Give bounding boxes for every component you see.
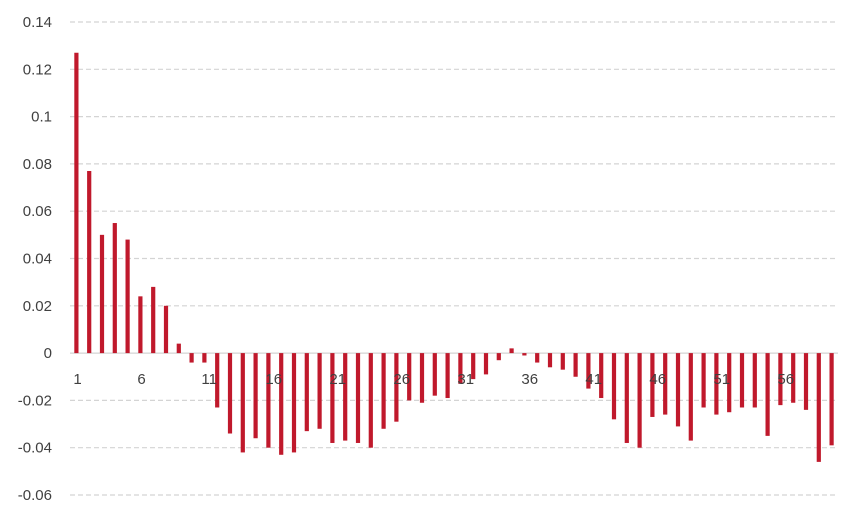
bar-20 [317,353,322,429]
bar-4 [112,223,117,354]
bar-27 [407,353,412,401]
bar-17 [279,353,284,455]
bar-42 [599,353,604,399]
x-tick-label: 21 [329,371,346,388]
bar-24 [368,353,373,448]
bar-60 [829,353,834,446]
y-tick-label: -0.02 [18,392,52,409]
bar-58 [803,353,809,410]
y-tick-label: 0.06 [23,203,52,220]
bar-32 [471,353,476,380]
bar-21 [330,353,335,443]
y-tick-label: 0 [44,345,52,362]
bar-48 [675,353,681,427]
bar-6 [138,296,143,354]
bar-56 [778,353,783,406]
bar-15 [253,353,258,439]
bar-57 [791,353,796,403]
x-tick-label: 51 [713,371,730,388]
bar-22 [343,353,348,441]
y-tick-label: -0.04 [18,440,52,457]
bar-39 [560,353,565,370]
y-tick-label: -0.06 [18,487,52,504]
y-tick-label: 0.08 [23,156,52,173]
bar-11 [202,353,207,363]
x-tick-label: 56 [777,371,794,388]
x-tick-label: 26 [393,371,410,388]
bar-43 [611,353,617,420]
bar-9 [176,343,181,354]
bar-54 [752,353,757,408]
bar-37 [535,353,540,363]
x-tick-label: 46 [649,371,666,388]
bar-40 [573,353,578,377]
bar-38 [547,353,553,368]
bar-16 [266,353,271,448]
x-tick-label: 16 [265,371,282,388]
bar-26 [394,353,399,422]
bar-30 [445,353,450,399]
bar-23 [355,353,361,443]
x-tick-label: 6 [137,371,145,388]
bar-33 [483,353,489,375]
bar-14 [240,353,245,453]
bar-51 [714,353,719,415]
bar-3 [99,234,105,354]
bar-53 [739,353,745,408]
bar-29 [432,353,437,396]
y-tick-label: 0.12 [23,61,52,78]
x-tick-label: 41 [585,371,602,388]
y-axis: 0.14 0.12 0.1 0.08 0.06 0.04 0.02 0 -0.02 -0.04 -0… [18,14,52,504]
bar-1 [74,52,79,354]
bar-series [74,52,834,462]
bar-49 [688,353,693,441]
gridlines [70,21,838,496]
y-tick-label: 0.14 [23,14,52,31]
bar-19 [304,353,309,432]
x-tick-label: 1 [73,371,81,388]
x-tick-label: 31 [457,371,474,388]
y-tick-label: 0.04 [23,251,52,268]
bar-50 [701,353,706,408]
bar-45 [637,353,642,448]
x-tick-label: 11 [201,371,217,388]
y-tick-label: 0.02 [23,298,52,315]
bar-12 [215,353,220,408]
bar-10 [189,353,194,363]
bar-34 [496,353,501,361]
bar-7 [151,286,156,354]
x-tick-label: 36 [521,371,538,388]
bar-55 [765,353,770,436]
bar-36 [522,353,527,356]
bar-46 [650,353,655,417]
y-tick-label: 0.1 [31,109,52,126]
bar-47 [663,353,668,415]
bar-28 [419,353,425,403]
bar-25 [381,353,386,429]
bar-52 [727,353,732,413]
bar-41 [586,353,591,389]
bar-5 [125,239,130,354]
bar-31 [458,353,463,384]
bar-2 [87,171,92,354]
bar-8 [163,305,169,354]
bar-18 [291,353,297,453]
bar-13 [227,353,233,434]
bar-59 [816,353,821,462]
x-axis: 1 6 11 16 21 26 31 36 41 46 51 56 [73,371,794,388]
bar-44 [624,353,629,443]
bar-35 [509,348,514,354]
